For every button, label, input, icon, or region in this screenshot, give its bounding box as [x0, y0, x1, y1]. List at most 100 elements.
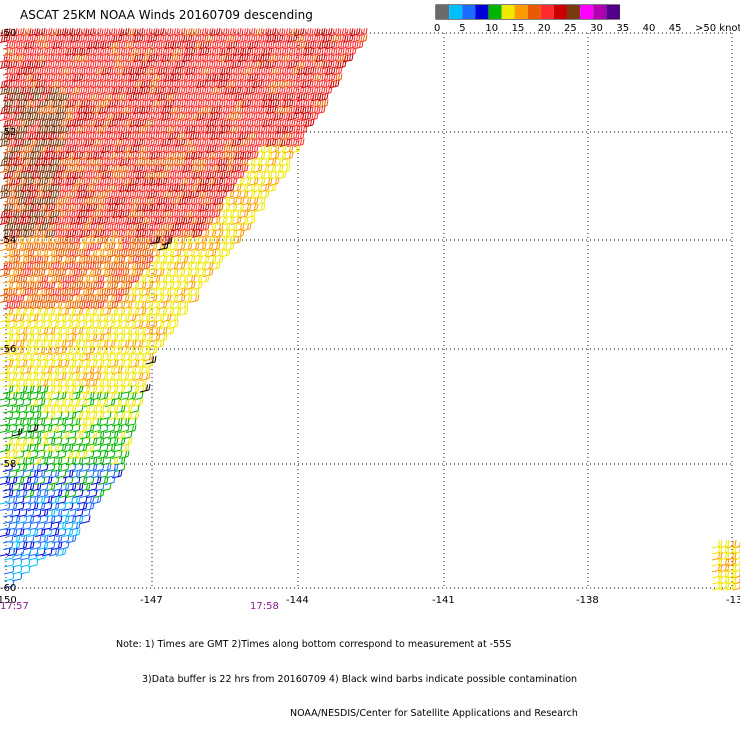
barb-flag — [105, 87, 106, 93]
wind-barb — [31, 145, 41, 153]
barb-flag — [343, 35, 344, 41]
wind-barb — [112, 80, 122, 88]
barb-flag — [175, 75, 176, 81]
wind-barb — [84, 28, 94, 36]
barb-flag — [60, 55, 61, 61]
barb-flag — [336, 49, 337, 55]
barb-flag — [233, 106, 234, 112]
barb-flag — [28, 120, 29, 126]
barb-flag — [241, 146, 242, 152]
barb-flag — [196, 81, 197, 87]
barb-flag — [217, 133, 218, 139]
barb-flag — [255, 146, 256, 152]
barb-flag — [49, 68, 50, 74]
barb-flag — [103, 93, 104, 99]
barb-flag — [53, 55, 54, 61]
wind-barb — [59, 93, 69, 101]
wind-barb — [259, 132, 269, 140]
wind-barb — [164, 119, 174, 127]
barb-flag — [25, 36, 26, 42]
barb-flag — [208, 147, 209, 153]
barb-flag — [283, 146, 284, 152]
barb-flag — [23, 108, 24, 114]
wind-barb — [301, 80, 311, 88]
barb-flag — [81, 55, 82, 61]
barb-flag — [16, 54, 17, 60]
barb-flag — [266, 55, 267, 61]
barb-flag — [287, 127, 288, 133]
barb-flag — [215, 119, 216, 125]
barb-flag — [17, 42, 18, 48]
barb-flag — [350, 29, 351, 35]
barb-flag — [284, 62, 285, 68]
barb-flag — [196, 101, 197, 107]
barb-flag — [56, 120, 57, 126]
barb-flag — [7, 120, 8, 126]
barb-flag — [164, 126, 165, 132]
barb-flag — [262, 100, 263, 106]
barb-flag — [122, 100, 123, 106]
barb-flag — [248, 146, 249, 152]
barb-flag — [89, 145, 90, 151]
barb-flag — [100, 54, 101, 60]
legend-swatch — [593, 5, 606, 19]
barb-flag — [243, 119, 244, 125]
barb-flag — [191, 54, 192, 60]
barb-flag — [311, 100, 312, 106]
barb-flag — [205, 80, 206, 86]
barb-flag — [128, 28, 129, 34]
barb-flag — [327, 43, 328, 49]
barb-flag — [161, 139, 162, 145]
barb-flag — [192, 42, 193, 48]
barb-flag — [187, 49, 188, 55]
barb-flag — [164, 152, 165, 158]
wind-barb — [122, 41, 132, 49]
barb-flag — [177, 28, 178, 34]
barb-flag — [217, 139, 218, 145]
barb-flag — [276, 100, 277, 106]
barb-flag — [151, 140, 152, 146]
barb-flag — [178, 42, 179, 48]
barb-flag — [329, 87, 330, 93]
barb-flag — [70, 87, 71, 93]
barb-flag — [178, 94, 179, 100]
barb-flag — [179, 133, 180, 139]
barb-flag — [199, 94, 200, 100]
wind-barb — [168, 28, 178, 36]
wind-barb — [185, 119, 195, 127]
barb-flag — [208, 127, 209, 133]
barb-flag — [58, 30, 59, 36]
barb-flag — [35, 133, 36, 139]
barb-flag — [220, 74, 221, 80]
wind-barb — [0, 54, 10, 62]
barb-flag — [322, 55, 323, 61]
barb-flag — [318, 48, 319, 54]
wind-barb — [280, 106, 290, 114]
wind-barb — [196, 132, 206, 140]
barb-flag — [126, 35, 127, 41]
barb-flag — [63, 81, 64, 87]
barb-flag — [273, 35, 274, 41]
barb-flag — [178, 100, 179, 106]
barb-flag — [249, 114, 250, 120]
barb-flag — [245, 113, 246, 119]
barb-flag — [220, 152, 221, 158]
wind-barb — [38, 41, 48, 49]
wind-barb — [119, 132, 129, 140]
barb-flag — [61, 95, 62, 101]
barb-flag — [21, 35, 22, 41]
barb-flag — [138, 69, 139, 75]
wind-barb — [140, 80, 150, 88]
barb-flag — [248, 152, 249, 158]
wind-barb — [248, 119, 258, 127]
wind-barb — [105, 54, 115, 62]
barb-flag — [189, 107, 190, 113]
barb-flag — [91, 75, 92, 81]
barb-flag — [39, 140, 40, 146]
barb-flag — [326, 55, 327, 61]
barb-flag — [51, 54, 52, 60]
barb-flag — [25, 29, 26, 35]
barb-flag — [238, 61, 239, 67]
barb-flag — [31, 68, 32, 74]
